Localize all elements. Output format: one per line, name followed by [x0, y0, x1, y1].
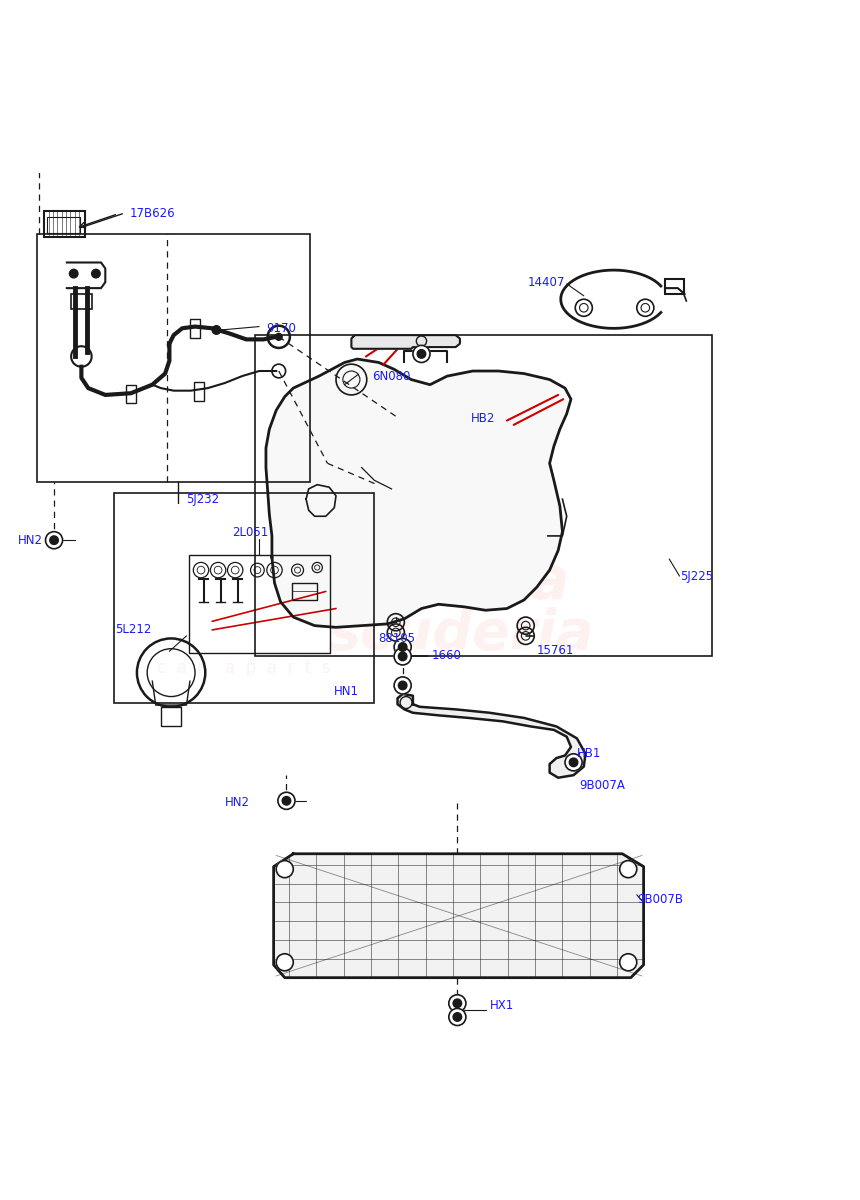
Circle shape — [278, 792, 295, 809]
Circle shape — [394, 648, 411, 665]
Circle shape — [449, 1008, 466, 1026]
Text: HN1: HN1 — [335, 685, 359, 698]
Polygon shape — [273, 853, 643, 978]
Circle shape — [212, 325, 221, 335]
Circle shape — [413, 346, 430, 362]
Text: HB1: HB1 — [577, 748, 601, 761]
Text: HB2: HB2 — [471, 413, 495, 425]
Text: 6N080: 6N080 — [372, 370, 410, 383]
Text: 9170: 9170 — [266, 322, 296, 335]
Text: 9B007B: 9B007B — [637, 893, 684, 906]
Circle shape — [276, 860, 293, 877]
Circle shape — [453, 1013, 462, 1021]
Text: HX1: HX1 — [490, 1000, 514, 1013]
Circle shape — [398, 682, 407, 690]
Bar — [255, 335, 712, 655]
Circle shape — [276, 954, 293, 971]
Circle shape — [565, 754, 582, 770]
Bar — [71, 294, 92, 310]
Bar — [161, 707, 181, 726]
Bar — [126, 385, 136, 403]
Circle shape — [70, 269, 78, 278]
Bar — [194, 382, 205, 401]
Polygon shape — [352, 335, 460, 349]
Circle shape — [46, 532, 63, 548]
Text: 1660: 1660 — [432, 649, 462, 662]
Circle shape — [282, 797, 291, 805]
Text: scuderia: scuderia — [290, 554, 570, 612]
Text: 2L051: 2L051 — [231, 526, 268, 539]
Circle shape — [569, 758, 578, 767]
Circle shape — [92, 269, 100, 278]
Circle shape — [417, 349, 426, 358]
Text: scuderia: scuderia — [328, 607, 594, 661]
Circle shape — [453, 1000, 462, 1008]
Bar — [37, 234, 310, 482]
Bar — [665, 278, 684, 294]
Text: c  a  r    a  p  a  r  t  s: c a r a p a r t s — [157, 659, 330, 677]
Bar — [190, 319, 200, 337]
Bar — [47, 217, 80, 233]
Circle shape — [620, 860, 636, 877]
Text: 15761: 15761 — [537, 644, 574, 656]
Polygon shape — [397, 694, 586, 778]
Circle shape — [398, 643, 407, 652]
Bar — [44, 211, 85, 236]
Text: 5J232: 5J232 — [187, 493, 219, 505]
Circle shape — [449, 995, 466, 1012]
Bar — [189, 554, 330, 653]
Text: 9B007A: 9B007A — [580, 779, 625, 792]
Circle shape — [394, 638, 411, 655]
Polygon shape — [266, 359, 571, 628]
Text: 88105: 88105 — [378, 632, 415, 644]
Circle shape — [275, 334, 282, 341]
Text: HN2: HN2 — [225, 796, 250, 809]
Text: HN2: HN2 — [18, 534, 43, 547]
Text: 5L212: 5L212 — [115, 623, 152, 636]
Circle shape — [620, 954, 636, 971]
Circle shape — [394, 677, 411, 694]
Text: 14407: 14407 — [527, 276, 565, 289]
Bar — [114, 493, 374, 702]
Text: 17B626: 17B626 — [129, 208, 175, 221]
Bar — [292, 583, 317, 600]
Circle shape — [50, 536, 58, 545]
Text: 5J225: 5J225 — [680, 570, 714, 583]
Circle shape — [398, 652, 407, 661]
